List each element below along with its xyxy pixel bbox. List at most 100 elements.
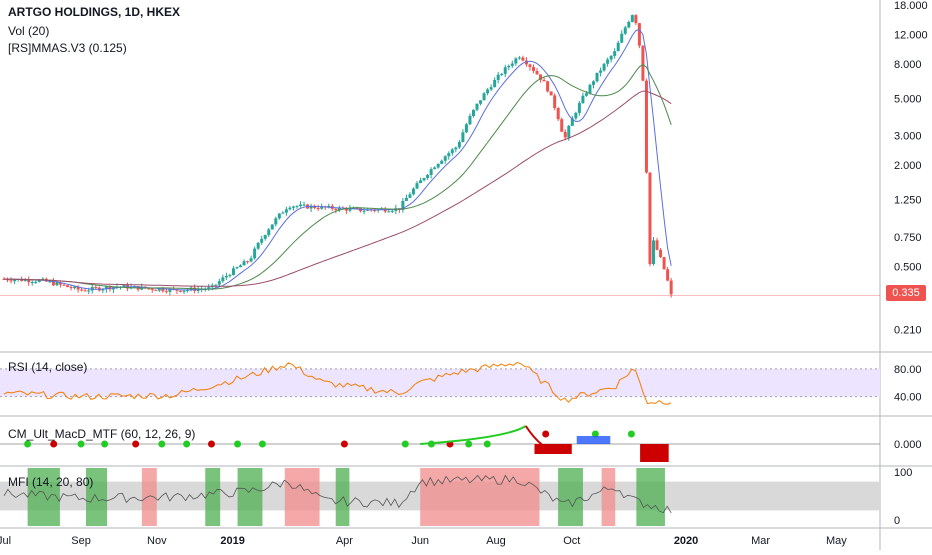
- candle-body-168: [595, 72, 599, 82]
- macd-hist-neg-2: [640, 444, 669, 462]
- macd-cross-dot-17: [591, 430, 599, 438]
- candle-body-179: [634, 15, 638, 24]
- candle-body-181: [641, 45, 645, 81]
- macd-cross-dot-18: [627, 430, 635, 438]
- candle-body-144: [510, 63, 514, 66]
- price-tick-label: 3.000: [894, 131, 922, 143]
- candle-body-5: [20, 278, 24, 282]
- macd-cross-dot-3: [101, 440, 109, 448]
- candle-body-95: [337, 207, 341, 211]
- candle-body-166: [588, 84, 592, 94]
- rsi-tick-label: 40.00: [894, 392, 922, 404]
- candle-body-64: [228, 275, 232, 277]
- candle-body-131: [464, 124, 468, 133]
- candle-body-124: [440, 160, 444, 164]
- candle-body-140: [496, 74, 500, 80]
- candle-body-135: [479, 100, 483, 104]
- candle-body-79: [281, 212, 285, 214]
- candle-body-69: [246, 261, 250, 263]
- candle-body-51: [182, 290, 186, 292]
- candle-body-66: [235, 267, 239, 269]
- candle-body-134: [475, 103, 479, 110]
- candle-body-121: [429, 169, 433, 175]
- mfi-tick-label: 0: [894, 515, 900, 527]
- candle-body-151: [535, 70, 539, 75]
- candle-body-156: [553, 95, 557, 109]
- macd-cross-dot-0: [24, 440, 32, 448]
- macd-indicator-label[interactable]: CM_Ult_MacD_MTF (60, 12, 26, 9): [8, 427, 196, 441]
- candle-body-141: [500, 73, 504, 75]
- candle-body-88: [313, 205, 317, 209]
- candle-body-3: [13, 279, 17, 282]
- candle-body-105: [373, 209, 377, 211]
- chart-title: ARTGO HOLDINGS, 1D, HKEX: [8, 5, 181, 19]
- candle-body-143: [507, 65, 511, 68]
- candle-body-6: [23, 279, 27, 282]
- mfi-tick-label: 100: [894, 467, 912, 479]
- ma-slow-line: [3, 90, 672, 287]
- candle-body-142: [503, 67, 507, 74]
- candle-body-174: [616, 42, 620, 52]
- candle-body-29: [104, 286, 108, 290]
- mfi-zone-0: [27, 468, 60, 526]
- candle-body-41: [147, 288, 151, 290]
- candle-body-73: [260, 238, 264, 243]
- candle-body-115: [408, 194, 412, 198]
- candle-body-46: [164, 291, 168, 293]
- candle-body-44: [157, 288, 161, 291]
- mfi-zone-5: [284, 468, 320, 526]
- candle-body-71: [253, 248, 257, 259]
- candle-body-26: [94, 287, 98, 289]
- candle-body-7: [27, 279, 31, 283]
- macd-cross-dot-5: [158, 440, 166, 448]
- candle-body-184: [652, 240, 656, 265]
- price-tick-label: 18.000: [894, 0, 928, 12]
- mfi-indicator-label[interactable]: MFI (14, 20, 80): [8, 475, 94, 489]
- candle-body-34: [122, 285, 126, 287]
- candle-body-153: [542, 79, 546, 82]
- candle-body-70: [249, 258, 253, 262]
- candle-body-127: [450, 149, 454, 154]
- candle-body-17: [62, 284, 66, 286]
- candle-body-173: [613, 51, 617, 56]
- candle-body-14: [51, 281, 55, 286]
- candle-body-42: [150, 288, 154, 290]
- mfi-zone-7: [420, 468, 540, 526]
- candle-body-180: [637, 23, 641, 46]
- candle-body-122: [433, 167, 437, 170]
- candle-body-148: [524, 60, 528, 65]
- candle-body-117: [415, 183, 419, 189]
- candle-body-90: [320, 206, 324, 209]
- candle-body-126: [447, 153, 451, 157]
- candle-body-186: [659, 249, 663, 258]
- candle-body-145: [514, 58, 518, 64]
- macd-cross-dot-2: [77, 440, 85, 448]
- candle-body-1: [6, 279, 10, 281]
- candle-body-139: [493, 79, 497, 88]
- candle-body-162: [574, 112, 578, 119]
- candle-body-16: [58, 282, 62, 285]
- rsi-indicator-label[interactable]: RSI (14, close): [8, 360, 88, 374]
- macd-cross-dot-9: [258, 440, 266, 448]
- candle-body-170: [602, 63, 606, 71]
- candle-body-138: [489, 87, 493, 90]
- ma-indicator-label[interactable]: [RS]MMAS.V3 (0.125): [8, 41, 127, 55]
- candle-body-87: [309, 205, 313, 209]
- ma-mid-line: [3, 63, 672, 290]
- mfi-zone-8: [558, 468, 583, 526]
- candle-body-146: [517, 57, 521, 59]
- mfi-zone-6: [335, 468, 350, 526]
- candle-body-28: [101, 289, 105, 291]
- candle-body-160: [567, 125, 571, 138]
- candle-body-77: [274, 218, 278, 225]
- macd-line-rise: [420, 425, 527, 445]
- candle-body-83: [295, 206, 299, 208]
- candle-body-189: [669, 280, 673, 295]
- x-tick-label: Aug: [486, 535, 506, 547]
- candle-body-65: [231, 268, 235, 276]
- vol-indicator-label[interactable]: Vol (20): [8, 24, 50, 38]
- price-tick-label: 12.000: [894, 30, 928, 42]
- candle-body-8: [30, 282, 34, 284]
- candle-body-116: [411, 188, 415, 195]
